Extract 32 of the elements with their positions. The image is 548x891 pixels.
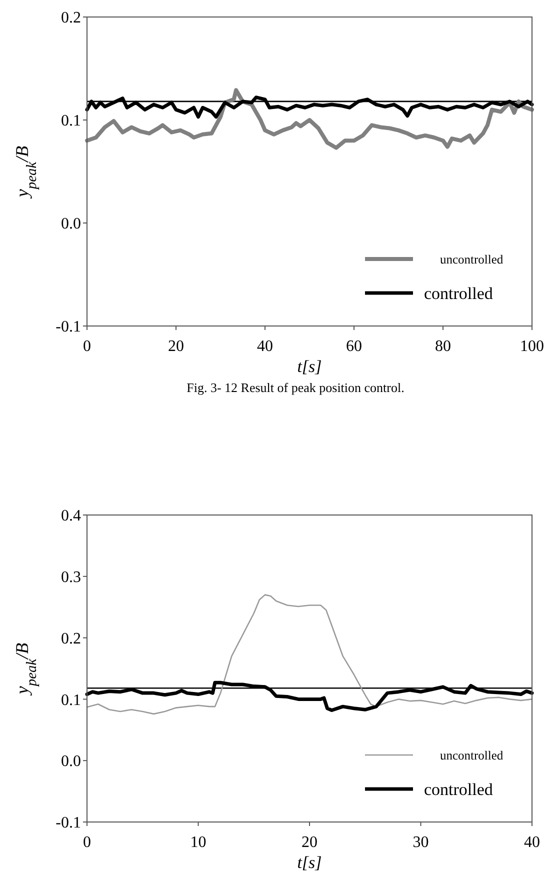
x-tick-label: 20 (168, 338, 184, 355)
x-tick-label: 40 (524, 834, 540, 851)
x-tick-label: 30 (412, 834, 429, 851)
y-tick-label: 0.3 (61, 569, 81, 586)
caption: Fig. 3- 12 Result of peak position control. (186, 380, 404, 395)
legend-label: controlled (424, 780, 494, 799)
y-tick-label: 0.1 (61, 692, 81, 709)
x-tick-label: 60 (346, 338, 362, 355)
y-tick-label: 0.2 (61, 10, 81, 27)
y-tick-label: 0.1 (61, 112, 81, 130)
line-series (86, 594, 533, 715)
x-tick-label: 0 (83, 834, 91, 851)
line-series (85, 88, 534, 150)
x-tick-label: 40 (257, 338, 273, 355)
line-series (85, 96, 534, 119)
line-series (85, 680, 534, 712)
legend-label: uncontrolled (440, 252, 504, 266)
x-tick-label: 80 (435, 338, 451, 355)
y-tick-label: -0.1 (56, 814, 81, 832)
x-tick-label: 20 (302, 834, 318, 851)
legend-label: uncontrolled (440, 748, 504, 762)
y-tick-label: 0.4 (61, 508, 81, 525)
y-tick-label: 0.2 (61, 630, 81, 648)
y-tick-label: -0.1 (56, 318, 81, 336)
x-axis-title: t[s] (297, 853, 322, 872)
x-tick-label: 0 (83, 338, 91, 355)
legend-label: controlled (424, 284, 494, 303)
x-axis-title: t[s] (297, 357, 322, 376)
x-tick-label: 10 (190, 834, 206, 851)
y-tick-label: 0.0 (61, 216, 81, 233)
x-tick-label: 100 (520, 338, 544, 355)
y-tick-label: 0.0 (61, 753, 81, 770)
